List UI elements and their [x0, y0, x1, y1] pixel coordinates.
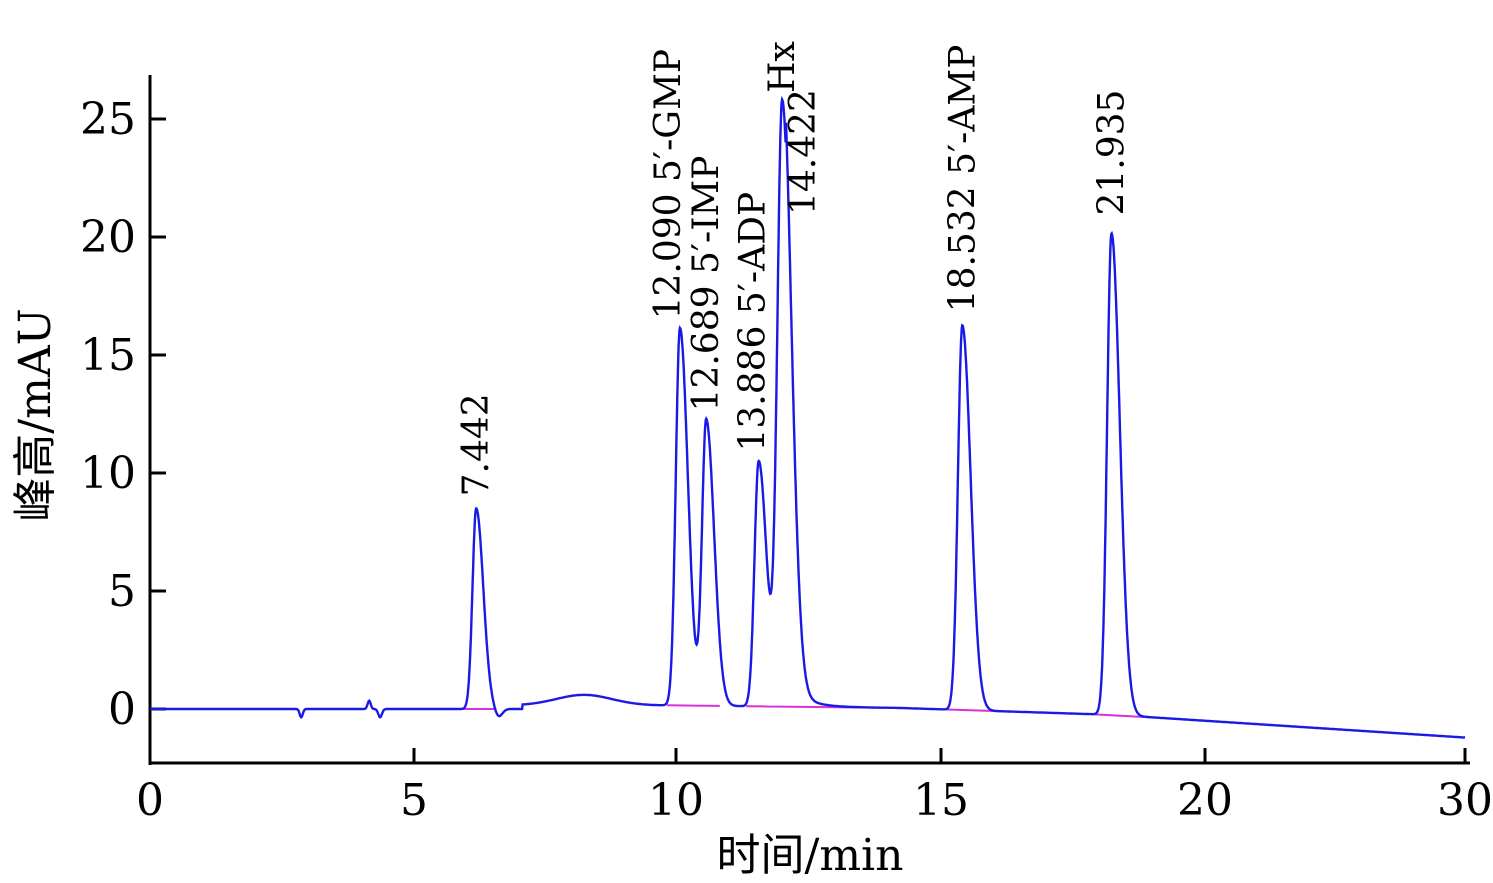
x-tick-label: 5: [400, 775, 428, 826]
axes: [148, 75, 1470, 765]
peak-label: 12.689 5′-IMP: [686, 155, 727, 411]
y-tick-label: 25: [80, 94, 136, 145]
tick-label-group: 0 5 10 15 20 30 0 5 10 15 20 25: [80, 94, 1493, 826]
integration-baseline: [448, 704, 1159, 719]
chromatogram-trace: [150, 95, 1466, 739]
x-tick-label: 15: [913, 775, 969, 826]
y-tick-label: 20: [80, 212, 136, 263]
tick-group: [148, 117, 1467, 763]
peak-label: 21.935: [1091, 90, 1132, 216]
peak-label: 12.090 5′-GMP: [648, 49, 689, 320]
y-tick-label: 0: [108, 684, 136, 735]
y-tick-label: 10: [80, 448, 136, 499]
y-tick-label: 15: [80, 330, 136, 381]
y-tick-label: 5: [108, 566, 136, 617]
x-tick-label: 30: [1437, 775, 1493, 826]
x-axis-title: 时间/min: [717, 830, 904, 881]
peak-label: Hx: [762, 41, 803, 93]
peak-label: 13.886 5′-ADP: [733, 192, 774, 452]
peak-label: 7.442: [456, 393, 497, 496]
x-tick-label: 10: [648, 775, 704, 826]
peak-label: 14.422: [783, 89, 824, 215]
peak-label: 18.532 5′-AMP: [942, 45, 983, 313]
y-axis-title: 峰高/mAU: [10, 308, 61, 521]
x-tick-label: 0: [136, 775, 164, 826]
x-tick-label: 20: [1177, 775, 1233, 826]
